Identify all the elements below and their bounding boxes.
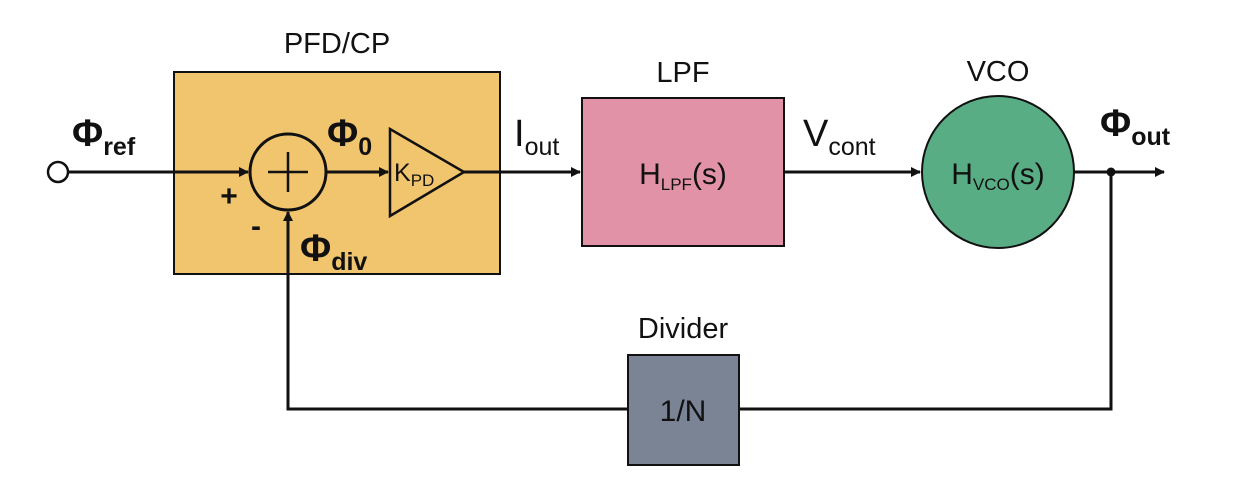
label-phi-div-sub: div bbox=[331, 248, 367, 276]
divider-ratio: 1/N bbox=[660, 395, 707, 428]
vco-circle bbox=[921, 95, 1075, 249]
divider-title: Divider bbox=[638, 313, 729, 345]
label-phi-0-sub: 0 bbox=[358, 133, 372, 161]
label-v-cont-main: V bbox=[803, 113, 829, 155]
label-phi-0-main: Φ bbox=[327, 113, 358, 155]
gain-sub: PD bbox=[411, 171, 435, 190]
label-phi-0: Φ0 bbox=[327, 113, 372, 161]
label-phi-div-main: Φ bbox=[300, 228, 331, 270]
vco-block: VCO HVCO(s) bbox=[921, 56, 1075, 249]
vco-transfer-function: HVCO(s) bbox=[951, 158, 1045, 194]
input-terminal bbox=[46, 160, 70, 184]
label-phi-out: Φout bbox=[1100, 103, 1171, 151]
label-phi-div: Φdiv bbox=[300, 228, 367, 276]
lpf-box bbox=[581, 97, 785, 247]
label-v-cont: Vcont bbox=[803, 113, 876, 161]
gain-triangle bbox=[388, 126, 467, 219]
lpf-transfer-sub: LPF bbox=[661, 175, 692, 194]
lpf-transfer-main: H bbox=[639, 158, 661, 191]
label-phi-ref-main: Φ bbox=[72, 113, 103, 155]
gain-label: KPD bbox=[394, 159, 434, 190]
lpf-block: LPF HLPF(s) bbox=[581, 57, 785, 247]
vco-transfer-main: H bbox=[951, 158, 973, 191]
pfd-cp-title: PFD/CP bbox=[284, 28, 390, 60]
vco-transfer-arg: (s) bbox=[1010, 158, 1045, 191]
divider-box bbox=[627, 354, 740, 466]
vco-title: VCO bbox=[967, 56, 1030, 88]
plus-sign: + bbox=[220, 180, 238, 213]
label-phi-out-sub: out bbox=[1131, 123, 1171, 151]
signal-wires bbox=[46, 160, 1165, 411]
lpf-transfer-arg: (s) bbox=[692, 158, 727, 191]
label-phi-ref-sub: ref bbox=[103, 133, 136, 161]
divider-block: Divider 1/N bbox=[627, 313, 740, 466]
lpf-title: LPF bbox=[656, 57, 709, 89]
wire-divider-to-sum bbox=[283, 211, 628, 411]
label-phi-ref: Φref bbox=[72, 113, 136, 161]
gain-main: K bbox=[394, 159, 411, 187]
vco-transfer-sub: VCO bbox=[973, 175, 1010, 194]
label-phi-out-main: Φ bbox=[1100, 103, 1131, 145]
minus-sign: - bbox=[251, 210, 261, 243]
label-i-out: Iout bbox=[514, 113, 559, 161]
lpf-transfer-function: HLPF(s) bbox=[639, 158, 727, 194]
label-i-out-main: I bbox=[514, 113, 525, 155]
label-v-cont-sub: cont bbox=[828, 133, 875, 161]
wire-feedback-to-divider bbox=[739, 172, 1113, 411]
label-i-out-sub: out bbox=[525, 133, 560, 161]
